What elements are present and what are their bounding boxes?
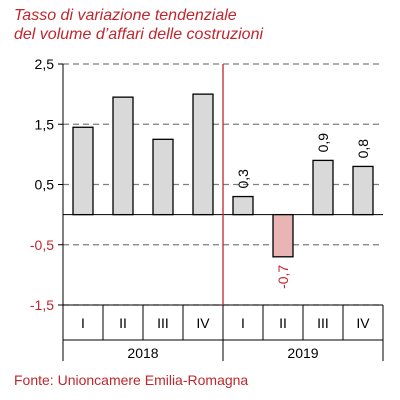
data-label: 0,8 — [355, 139, 371, 159]
category-label: II — [119, 315, 127, 331]
y-tick-label: 0,5 — [35, 177, 55, 193]
category-label: I — [241, 315, 245, 331]
y-tick-label: -1,5 — [30, 297, 54, 313]
bar — [152, 138, 174, 216]
y-tick-label: 1,5 — [35, 116, 55, 132]
category-label: III — [157, 315, 169, 331]
category-label: IV — [196, 315, 210, 331]
category-label: I — [81, 315, 85, 331]
source-note: Fonte: Unioncamere Emilia-Romagna — [14, 372, 249, 388]
category-label: IV — [356, 315, 370, 331]
chart-title: Tasso di variazione tendenziale del volu… — [14, 6, 263, 44]
bar — [112, 96, 134, 216]
bar — [192, 93, 214, 216]
bar — [72, 126, 94, 216]
bars — [72, 93, 374, 258]
chart-title-line-2: del volume d’affari delle costruzioni — [14, 26, 264, 43]
y-tick-label: -0,5 — [30, 237, 54, 253]
data-label: -0,7 — [275, 265, 291, 289]
bar — [272, 213, 294, 258]
data-label: 0,3 — [235, 169, 251, 189]
axes — [58, 63, 384, 361]
data-label: 0,9 — [315, 133, 331, 153]
group-label: 2019 — [287, 345, 318, 361]
bar — [312, 159, 334, 216]
bar — [352, 165, 374, 216]
data-labels: 0,3 -0,7 0,9 0,8 — [235, 133, 371, 289]
category-label: II — [279, 315, 287, 331]
bar — [232, 195, 254, 216]
y-tick-label: 2,5 — [35, 56, 55, 72]
chart-title-line-1: Tasso di variazione tendenziale — [14, 7, 237, 24]
category-label: III — [317, 315, 329, 331]
group-label: 2018 — [127, 345, 158, 361]
